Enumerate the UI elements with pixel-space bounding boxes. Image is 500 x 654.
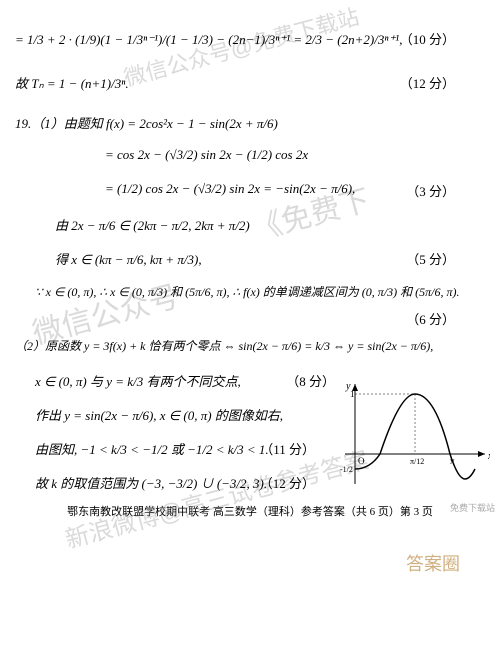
tick-label: π bbox=[450, 456, 455, 466]
equation-text: 故 Tₙ = 1 − (n+1)/3ⁿ. bbox=[15, 76, 129, 91]
equation-text: 作出 y = sin(2x − π/6), x ∈ (0, π) 的图像如右, bbox=[35, 408, 283, 423]
equation-text: 得 x ∈ (kπ − π/6, kπ + π/3), bbox=[55, 252, 202, 267]
equation-text: ∵ x ∈ (0, π), ∴ x ∈ (0, π/3) 和 (5π/6, π)… bbox=[35, 285, 460, 299]
score-mark: （5 分） bbox=[406, 249, 455, 268]
corner-brand: 免费下载站 bbox=[450, 501, 495, 514]
equation-line: = (1/2) cos 2x − (√3/2) sin 2x = −sin(2x… bbox=[15, 181, 485, 201]
equation-line: （2）原函数 y = 3f(x) + k 恰有两个零点 ⇔ sin(2x − π… bbox=[15, 337, 485, 357]
sine-graph: x y 1 -1/2 π/12 π O bbox=[340, 379, 490, 489]
page-footer: 鄂东南教改联盟学校期中联考 高三数学（理科）参考答案（共 6 页）第 3 页 bbox=[15, 503, 485, 519]
equation-text: = 1/3 + 2 · (1/9)(1 − 1/3ⁿ⁻¹)/(1 − 1/3) … bbox=[15, 32, 402, 47]
score-line: （6 分） bbox=[15, 309, 485, 329]
equation-line: 得 x ∈ (kπ − π/6, kπ + π/3), （5 分） bbox=[15, 249, 485, 269]
tick-label: 1 bbox=[350, 389, 355, 399]
score-mark: （6 分） bbox=[406, 309, 455, 328]
equation-line: ∵ x ∈ (0, π), ∴ x ∈ (0, π/3) 和 (5π/6, π)… bbox=[15, 283, 485, 303]
x-axis-label: x bbox=[487, 451, 490, 462]
equation-line: 故 Tₙ = 1 − (n+1)/3ⁿ. （12 分） bbox=[15, 73, 485, 93]
equation-text: x ∈ (0, π) 与 y = k/3 有两个不同交点, bbox=[35, 374, 241, 389]
watermark-logo: 答案圈 bbox=[406, 550, 460, 576]
problem-line: 19.（1）由题知 f(x) = 2cos²x − 1 − sin(2x + π… bbox=[15, 113, 485, 133]
x-axis-arrow bbox=[478, 451, 485, 457]
score-mark: （12 分） bbox=[400, 73, 455, 92]
score-mark: （8 分） bbox=[286, 371, 335, 390]
equation-text: 由 2x − π/6 ∈ (2kπ − π/2, 2kπ + π/2) bbox=[55, 218, 250, 233]
tick-label: π/12 bbox=[410, 457, 424, 466]
equation-text: 由图知, −1 < k/3 < −1/2 或 −1/2 < k/3 < 1. bbox=[35, 442, 269, 457]
equation-text: = cos 2x − (√3/2) sin 2x − (1/2) cos 2x bbox=[105, 147, 308, 162]
equation-text: = (1/2) cos 2x − (√3/2) sin 2x = −sin(2x… bbox=[105, 181, 355, 196]
equation-text: 故 k 的取值范围为 (−3, −3/2) ∪ (−3/2, 3). bbox=[35, 476, 267, 491]
score-mark: （10 分） bbox=[400, 26, 455, 55]
equation-line: 由 2x − π/6 ∈ (2kπ − π/2, 2kπ + π/2) bbox=[15, 215, 485, 235]
origin-label: O bbox=[358, 456, 365, 466]
score-mark: （11 分） bbox=[260, 439, 315, 458]
equation-line: = cos 2x − (√3/2) sin 2x − (1/2) cos 2x bbox=[15, 147, 485, 167]
score-mark: （12 分） bbox=[260, 473, 315, 492]
score-mark: （3 分） bbox=[406, 181, 455, 200]
tick-label: -1/2 bbox=[340, 465, 353, 474]
equation-text: （2）原函数 y = 3f(x) + k 恰有两个零点 ⇔ sin(2x − π… bbox=[15, 339, 433, 353]
equation-text: 19.（1）由题知 f(x) = 2cos²x − 1 − sin(2x + π… bbox=[15, 116, 278, 131]
equation-line: = 1/3 + 2 · (1/9)(1 − 1/3ⁿ⁻¹)/(1 − 1/3) … bbox=[15, 26, 485, 55]
graph-svg: x y 1 -1/2 π/12 π O bbox=[340, 379, 490, 489]
